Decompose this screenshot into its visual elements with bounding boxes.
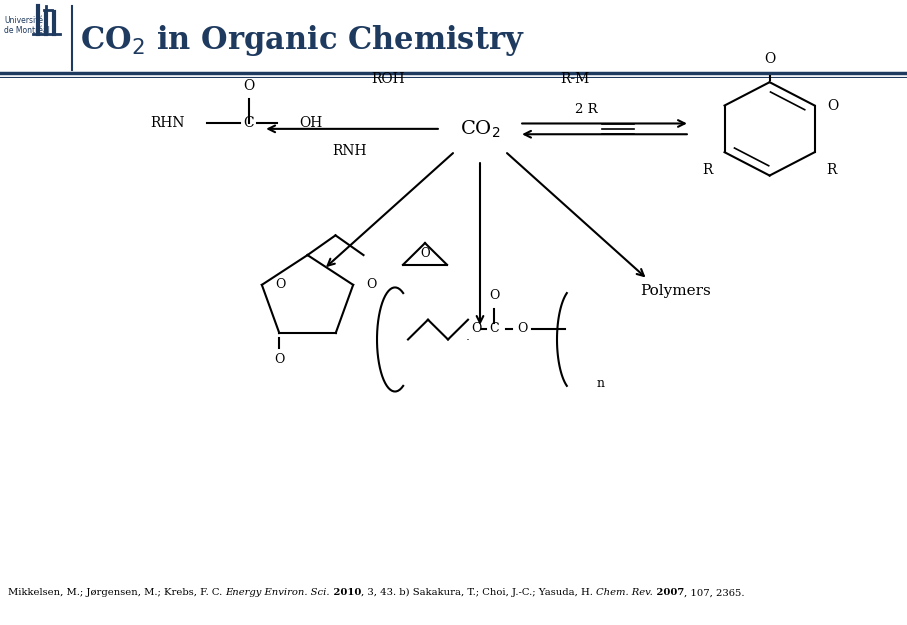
Text: Energy Environ. Sci.: Energy Environ. Sci.: [225, 588, 330, 598]
Text: , 3, 43. b) Sakakura, T.; Choi, J.-C.; Yasuda, H.: , 3, 43. b) Sakakura, T.; Choi, J.-C.; Y…: [361, 588, 596, 598]
Text: RNH: RNH: [333, 144, 367, 158]
Text: O: O: [517, 322, 527, 335]
Text: 2007: 2007: [653, 588, 684, 598]
Text: O: O: [366, 278, 376, 291]
Text: n: n: [597, 378, 605, 390]
Text: O: O: [471, 322, 482, 335]
Text: R: R: [702, 163, 713, 177]
Text: O: O: [275, 278, 285, 291]
Text: , 107, 2365.: , 107, 2365.: [684, 588, 745, 598]
Text: Chem. Rev.: Chem. Rev.: [596, 588, 653, 598]
Text: O: O: [243, 79, 255, 93]
Text: Université: Université: [4, 16, 43, 25]
Text: 2010: 2010: [330, 588, 361, 598]
Text: de Montréal: de Montréal: [4, 26, 50, 35]
Text: C: C: [244, 116, 254, 129]
Text: O: O: [489, 289, 499, 302]
Text: O: O: [274, 352, 285, 366]
Text: O: O: [764, 52, 775, 66]
Text: CO$_2$ in Organic Chemistry: CO$_2$ in Organic Chemistry: [80, 22, 525, 58]
Text: RHN: RHN: [151, 116, 185, 129]
Text: R: R: [826, 163, 837, 177]
Text: Polymers: Polymers: [640, 284, 711, 298]
Text: C: C: [489, 322, 499, 335]
Text: 2 R: 2 R: [575, 102, 598, 116]
Text: R-M: R-M: [561, 72, 590, 86]
Text: Mikkelsen, M.; Jørgensen, M.; Krebs, F. C.: Mikkelsen, M.; Jørgensen, M.; Krebs, F. …: [8, 588, 225, 598]
Text: OH: OH: [299, 116, 322, 129]
Text: O: O: [420, 248, 430, 261]
Text: O: O: [827, 99, 839, 112]
Text: CO$_2$: CO$_2$: [460, 118, 500, 139]
Text: ROH: ROH: [371, 72, 405, 86]
